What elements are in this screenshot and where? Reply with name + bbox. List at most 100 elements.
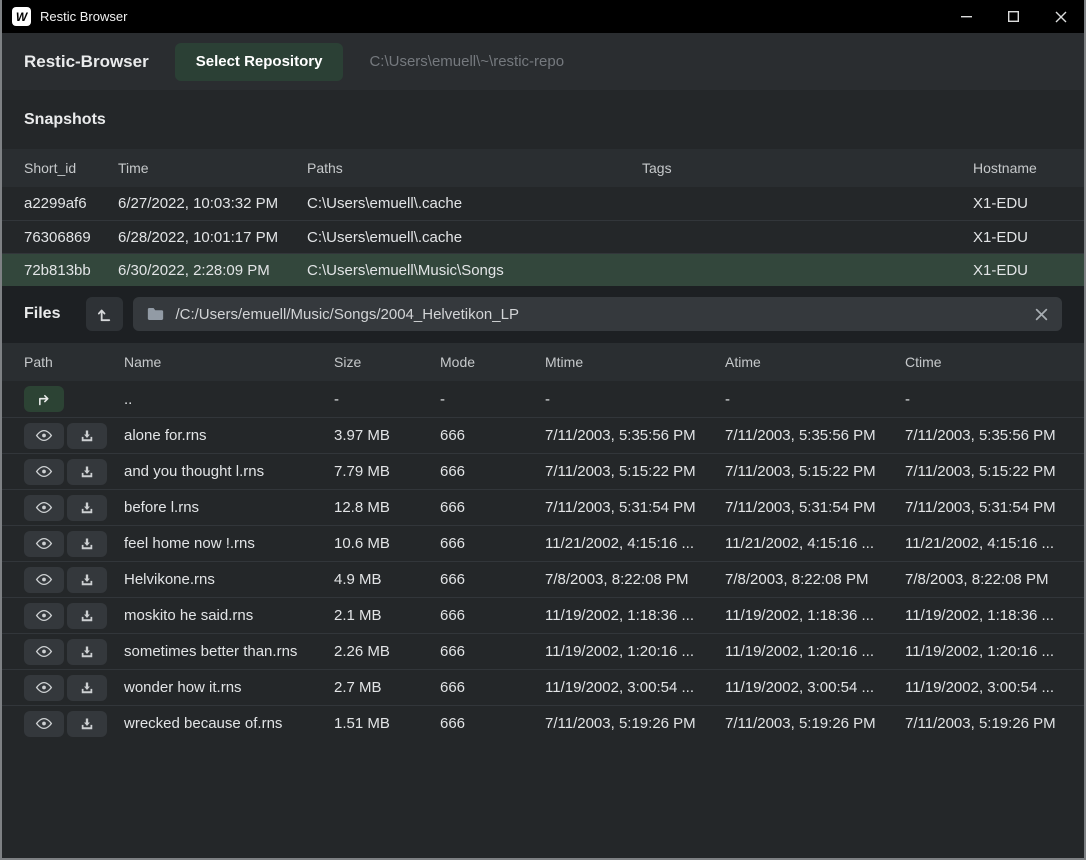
up-level-button[interactable] — [86, 297, 123, 331]
file-ctime: 7/11/2003, 5:19:26 PM — [905, 715, 1062, 732]
clear-path-button[interactable] — [1035, 308, 1048, 321]
preview-file-button[interactable] — [24, 423, 64, 449]
column-ctime[interactable]: Ctime — [905, 354, 1062, 370]
select-repository-button[interactable]: Select Repository — [175, 43, 344, 81]
file-atime: 7/11/2003, 5:15:22 PM — [725, 463, 905, 480]
repository-path: C:\Users\emuell\~\restic-repo — [369, 53, 564, 70]
preview-file-button[interactable] — [24, 495, 64, 521]
column-mode[interactable]: Mode — [440, 354, 545, 370]
file-mtime: - — [545, 391, 725, 408]
file-name: alone for.rns — [124, 427, 334, 444]
snapshots-section-header: Snapshots — [2, 90, 1084, 149]
file-ctime: 11/19/2002, 1:20:16 ... — [905, 643, 1062, 660]
snapshot-row[interactable]: 72b813bb 6/30/2022, 2:28:09 PM C:\Users\… — [2, 253, 1084, 286]
preview-file-button[interactable] — [24, 675, 64, 701]
column-atime[interactable]: Atime — [725, 354, 905, 370]
download-icon — [80, 465, 94, 479]
column-tags[interactable]: Tags — [642, 160, 973, 176]
download-file-button[interactable] — [67, 459, 107, 485]
wails-logo-icon: W — [12, 7, 31, 26]
snapshot-hostname: X1-EDU — [973, 195, 1062, 212]
snapshot-time: 6/27/2022, 10:03:32 PM — [118, 195, 307, 212]
file-row[interactable]: moskito he said.rns 2.1 MB 666 11/19/200… — [2, 597, 1084, 633]
file-atime: 7/11/2003, 5:19:26 PM — [725, 715, 905, 732]
column-hostname[interactable]: Hostname — [973, 160, 1062, 176]
download-file-button[interactable] — [67, 531, 107, 557]
file-row[interactable]: sometimes better than.rns 2.26 MB 666 11… — [2, 633, 1084, 669]
download-file-button[interactable] — [67, 639, 107, 665]
file-row[interactable]: alone for.rns 3.97 MB 666 7/11/2003, 5:3… — [2, 417, 1084, 453]
file-row[interactable]: wrecked because of.rns 1.51 MB 666 7/11/… — [2, 705, 1084, 741]
file-size: 4.9 MB — [334, 571, 440, 588]
download-icon — [80, 609, 94, 623]
snapshot-time: 6/30/2022, 2:28:09 PM — [118, 262, 307, 279]
preview-file-button[interactable] — [24, 639, 64, 665]
snapshot-row[interactable]: a2299af6 6/27/2022, 10:03:32 PM C:\Users… — [2, 187, 1084, 220]
column-time[interactable]: Time — [118, 160, 307, 176]
file-ctime: 11/19/2002, 1:18:36 ... — [905, 607, 1062, 624]
column-name[interactable]: Name — [124, 354, 334, 370]
maximize-button[interactable] — [990, 0, 1037, 33]
file-row[interactable]: and you thought l.rns 7.79 MB 666 7/11/2… — [2, 453, 1084, 489]
file-row[interactable]: Helvikone.rns 4.9 MB 666 7/8/2003, 8:22:… — [2, 561, 1084, 597]
file-name: and you thought l.rns — [124, 463, 334, 480]
preview-file-button[interactable] — [24, 531, 64, 557]
eye-icon — [35, 681, 53, 694]
download-icon — [80, 681, 94, 695]
file-size: 2.26 MB — [334, 643, 440, 660]
snapshot-paths: C:\Users\emuell\.cache — [307, 229, 642, 246]
column-short-id[interactable]: Short_id — [24, 160, 118, 176]
preview-file-button[interactable] — [24, 603, 64, 629]
download-icon — [80, 645, 94, 659]
minimize-button[interactable] — [943, 0, 990, 33]
download-icon — [80, 501, 94, 515]
column-path[interactable]: Path — [24, 354, 124, 370]
snapshot-paths: C:\Users\emuell\.cache — [307, 195, 642, 212]
file-size: 3.97 MB — [334, 427, 440, 444]
file-mode: 666 — [440, 607, 545, 624]
parent-directory-row[interactable]: .. - - - - - — [2, 381, 1084, 417]
file-atime: 7/8/2003, 8:22:08 PM — [725, 571, 905, 588]
snapshot-row[interactable]: 76306869 6/28/2022, 10:01:17 PM C:\Users… — [2, 220, 1084, 253]
file-atime: 11/21/2002, 4:15:16 ... — [725, 535, 905, 552]
preview-file-button[interactable] — [24, 711, 64, 737]
file-mode: 666 — [440, 679, 545, 696]
file-row[interactable]: wonder how it.rns 2.7 MB 666 11/19/2002,… — [2, 669, 1084, 705]
file-name: Helvikone.rns — [124, 571, 334, 588]
download-file-button[interactable] — [67, 675, 107, 701]
file-mode: 666 — [440, 571, 545, 588]
file-mtime: 7/11/2003, 5:31:54 PM — [545, 499, 725, 516]
parent-dir-arrow-icon — [35, 392, 53, 407]
file-mode: 666 — [440, 535, 545, 552]
file-atime: 11/19/2002, 1:18:36 ... — [725, 607, 905, 624]
files-table-header: Path Name Size Mode Mtime Atime Ctime — [2, 343, 1084, 381]
files-table-body: .. - - - - - alone for.rns 3.97 M — [2, 381, 1084, 741]
file-row[interactable]: before l.rns 12.8 MB 666 7/11/2003, 5:31… — [2, 489, 1084, 525]
download-file-button[interactable] — [67, 603, 107, 629]
file-ctime: 7/8/2003, 8:22:08 PM — [905, 571, 1062, 588]
file-atime: 7/11/2003, 5:35:56 PM — [725, 427, 905, 444]
folder-icon — [147, 307, 164, 321]
file-mtime: 11/19/2002, 3:00:54 ... — [545, 679, 725, 696]
path-breadcrumb-bar[interactable]: /C:/Users/emuell/Music/Songs/2004_Helvet… — [133, 297, 1062, 331]
file-name: wrecked because of.rns — [124, 715, 334, 732]
column-size[interactable]: Size — [334, 354, 440, 370]
download-file-button[interactable] — [67, 711, 107, 737]
column-paths[interactable]: Paths — [307, 160, 642, 176]
file-mtime: 11/21/2002, 4:15:16 ... — [545, 535, 725, 552]
preview-file-button[interactable] — [24, 567, 64, 593]
download-file-button[interactable] — [67, 567, 107, 593]
column-mtime[interactable]: Mtime — [545, 354, 725, 370]
go-to-parent-button[interactable] — [24, 386, 64, 412]
files-section-header: Files /C:/Users/emuell/Music/Songs/2004_… — [2, 286, 1084, 343]
download-file-button[interactable] — [67, 423, 107, 449]
download-file-button[interactable] — [67, 495, 107, 521]
close-button[interactable] — [1037, 0, 1084, 33]
file-size: 12.8 MB — [334, 499, 440, 516]
app-header: Restic-Browser Select Repository C:\User… — [2, 33, 1084, 90]
file-size: 2.7 MB — [334, 679, 440, 696]
file-row[interactable]: feel home now !.rns 10.6 MB 666 11/21/20… — [2, 525, 1084, 561]
preview-file-button[interactable] — [24, 459, 64, 485]
eye-icon — [35, 645, 53, 658]
eye-icon — [35, 609, 53, 622]
